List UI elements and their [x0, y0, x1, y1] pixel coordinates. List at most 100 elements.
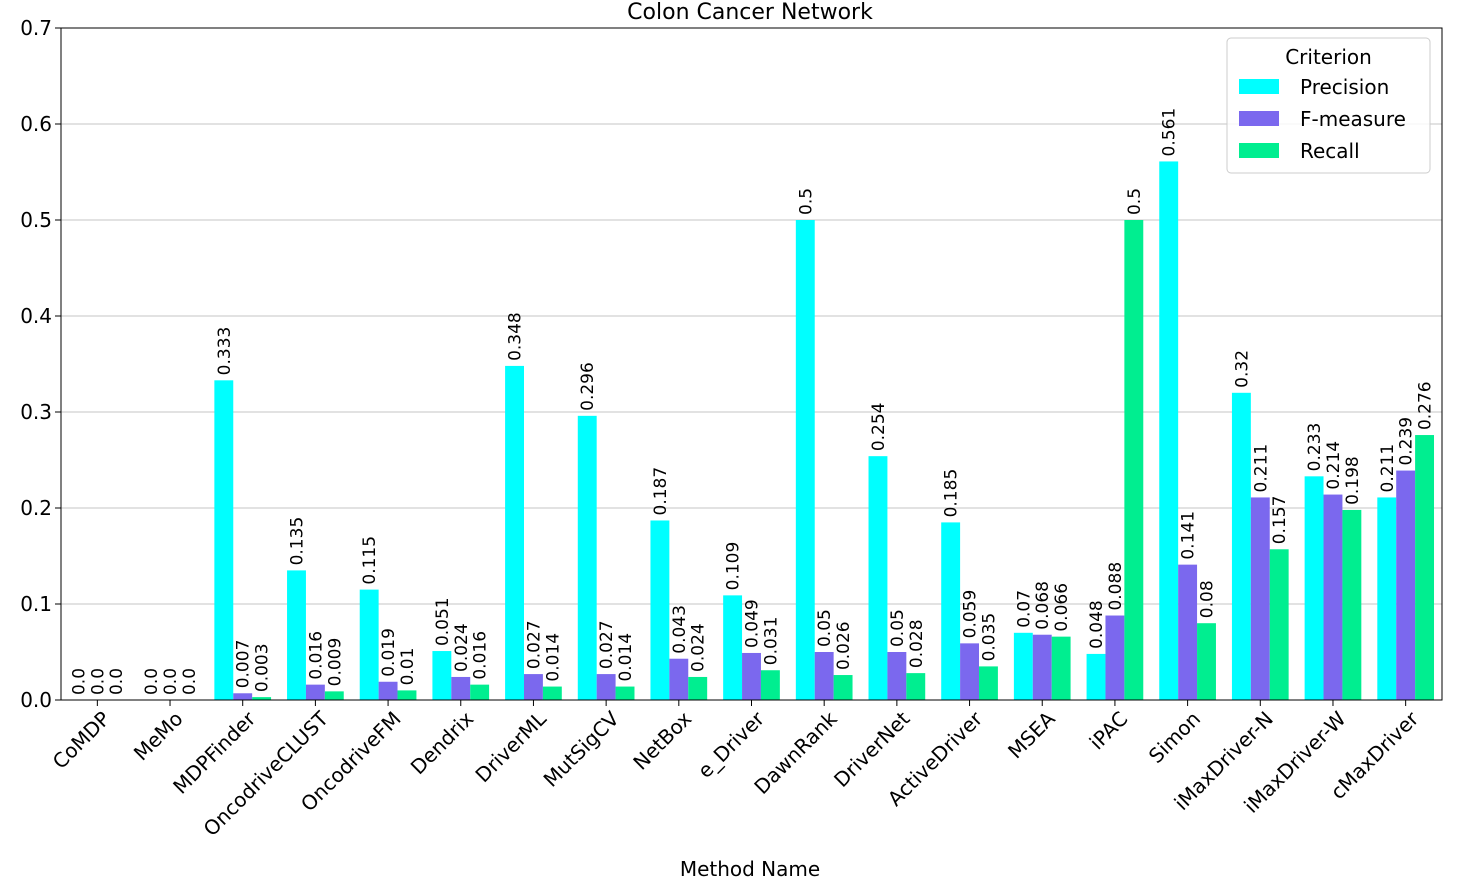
bar-recall-activedriver: [979, 666, 998, 700]
data-label: 0.141: [1179, 511, 1199, 560]
data-label: 0.016: [471, 631, 491, 680]
data-label: 0.049: [743, 599, 763, 648]
data-label: 0.115: [360, 536, 380, 585]
x-tick-label: NetBox: [628, 706, 696, 774]
bar-precision-oncodrivefm: [359, 589, 379, 700]
data-label: 0.32: [1232, 350, 1252, 388]
bar-precision-mutsigcv: [577, 415, 597, 700]
bar-f-measure-activedriver: [960, 643, 980, 700]
data-label: 0.0: [161, 668, 181, 695]
data-label: 0.561: [1160, 108, 1180, 157]
data-label: 0.0: [88, 668, 108, 695]
data-label: 0.0: [142, 668, 162, 695]
x-tick-label: Dendrix: [406, 706, 479, 779]
data-label: 0.024: [452, 623, 472, 672]
bar-recall-cmaxdriver: [1415, 435, 1435, 700]
bar-f-measure-mutsigcv: [596, 674, 616, 700]
bar-recall-dendrix: [470, 684, 490, 700]
bar-precision-netbox: [650, 520, 670, 700]
bar-precision-activedriver: [941, 522, 961, 700]
x-tick-label: MeMo: [129, 707, 188, 766]
bars: [214, 161, 1435, 700]
data-label: 0.254: [869, 402, 889, 451]
bar-f-measure-cmaxdriver: [1396, 470, 1416, 700]
data-label: 0.0: [69, 668, 89, 695]
data-label: 0.109: [724, 542, 744, 591]
x-axis-label: Method Name: [680, 857, 820, 880]
data-label: 0.211: [1251, 444, 1271, 493]
data-label: 0.014: [543, 633, 563, 682]
y-tick-label: 0.6: [20, 112, 52, 136]
bar-f-measure-oncodriveclust: [305, 684, 325, 700]
x-tick-label: OncodriveCLUST: [199, 706, 334, 841]
data-label: 0.031: [761, 617, 781, 666]
x-tick-label: Simon: [1144, 707, 1205, 768]
bar-recall-simon: [1197, 623, 1216, 700]
data-label: 0.198: [1343, 456, 1363, 505]
bar-f-measure-msea: [1032, 634, 1052, 700]
bar-recall-netbox: [688, 676, 708, 700]
legend: Criterion Precision F-measure Recall: [1226, 37, 1431, 174]
bar-precision-ipac: [1086, 653, 1106, 700]
bar-precision-imaxdriver-w: [1304, 476, 1324, 700]
data-label: 0.068: [1033, 581, 1053, 630]
data-label: 0.043: [670, 605, 690, 654]
data-label: 0.233: [1305, 423, 1325, 472]
bar-f-measure-imaxdriver-w: [1323, 494, 1343, 700]
bar-f-measure-mdpfinder: [233, 693, 253, 700]
legend-box: [1226, 37, 1431, 174]
data-label: 0.066: [1052, 583, 1072, 632]
bar-f-measure-e_driver: [742, 652, 761, 700]
data-label: 0.009: [325, 638, 345, 687]
data-labels: 0.00.00.0 0.00.00.00.3330.0070.0030.1350.…: [69, 108, 1435, 695]
bar-f-measure-ipac: [1105, 615, 1125, 700]
y-tick-label: 0.5: [20, 208, 52, 232]
bar-recall-imaxdriver-n: [1269, 549, 1289, 700]
bar-f-measure-dawnrank: [814, 652, 834, 700]
data-label: 0.276: [1416, 381, 1436, 430]
bar-precision-drivernet: [868, 456, 888, 700]
legend-swatch-recall: [1239, 143, 1279, 158]
data-label: 0.01: [398, 648, 418, 686]
y-tick-label: 0.4: [20, 304, 52, 328]
data-label: 0.239: [1397, 417, 1417, 466]
bar-precision-imaxdriver-n: [1231, 392, 1251, 700]
bar-recall-drivernet: [906, 673, 926, 700]
y-tick-label: 0.0: [20, 688, 52, 712]
data-label: 0.211: [1378, 444, 1398, 493]
data-label: 0.088: [1106, 562, 1126, 611]
data-label: 0.019: [379, 628, 399, 677]
bar-precision-simon: [1159, 161, 1179, 700]
bar-f-measure-oncodrivefm: [378, 681, 398, 700]
data-label: 0.08: [1198, 580, 1218, 618]
data-label: 0.051: [433, 597, 453, 646]
bar-f-measure-drivernet: [887, 652, 907, 700]
chart-title: Colon Cancer Network: [627, 0, 873, 25]
data-label: 0.026: [834, 621, 854, 670]
plot-frame: [60, 27, 1443, 701]
bar-precision-msea: [1013, 632, 1033, 700]
bar-recall-mutsigcv: [615, 686, 635, 700]
data-label: 0.135: [287, 517, 307, 566]
bar-precision-dawnrank: [795, 220, 815, 700]
bar-recall-dawnrank: [833, 675, 853, 700]
data-label: 0.05: [888, 609, 908, 647]
bar-f-measure-imaxdriver-n: [1250, 497, 1270, 700]
data-label: 0.0: [180, 668, 200, 695]
bar-f-measure-driverml: [523, 674, 543, 700]
data-label: 0.05: [815, 609, 835, 647]
data-label: 0.035: [979, 613, 999, 662]
bar-precision-cmaxdriver: [1377, 497, 1397, 700]
bar-recall-ipac: [1124, 220, 1144, 700]
bar-precision-dendrix: [432, 651, 452, 700]
data-label: 0.157: [1270, 496, 1290, 545]
x-tick-label: MutSigCV: [539, 706, 624, 791]
bar-precision-driverml: [505, 365, 524, 700]
data-label: 0.003: [253, 643, 273, 692]
bar-f-measure-dendrix: [451, 676, 471, 700]
data-label: 0.0: [107, 668, 127, 695]
data-label: 0.187: [651, 467, 671, 516]
legend-label-f-measure: F-measure: [1300, 107, 1406, 131]
x-tick-label: CoMDP: [48, 707, 115, 774]
